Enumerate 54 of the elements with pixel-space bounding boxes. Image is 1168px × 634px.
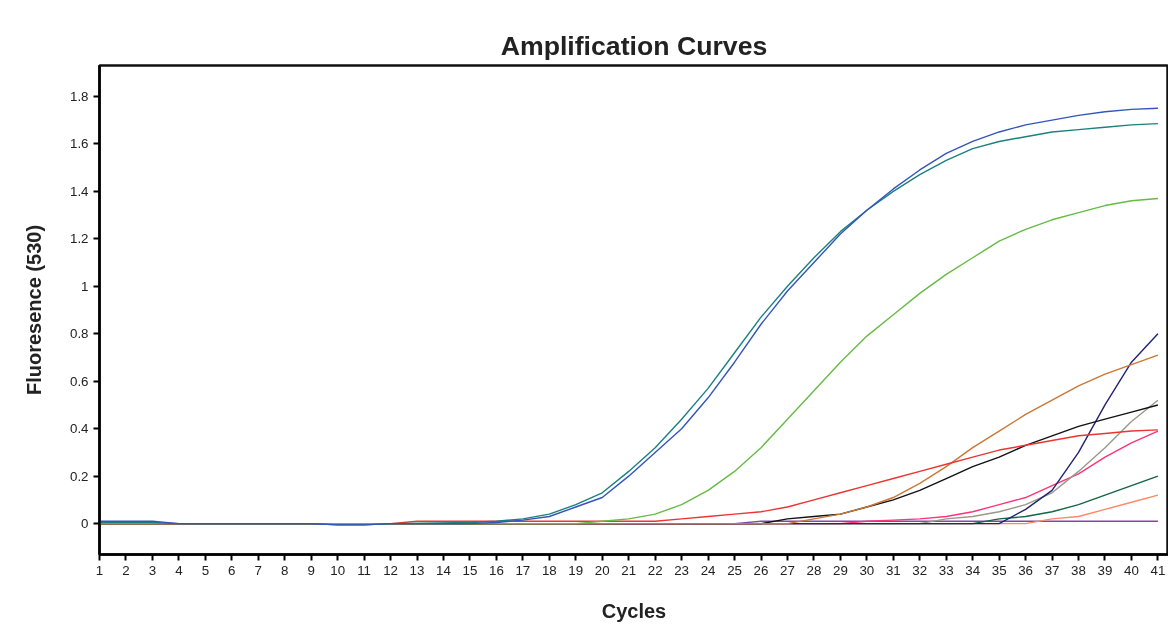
y-tick-label: 0.2 bbox=[69, 468, 89, 484]
x-tick-label: 1 bbox=[95, 562, 104, 578]
x-tick-label: 4 bbox=[175, 562, 184, 578]
y-tick-label: 0.4 bbox=[69, 421, 90, 437]
y-tick-label: 0.8 bbox=[69, 326, 89, 342]
x-tick-label: 10 bbox=[330, 562, 346, 578]
x-tick-label: 16 bbox=[488, 562, 504, 578]
y-tick-label: 1.6 bbox=[69, 136, 89, 152]
x-tick-label: 8 bbox=[281, 562, 289, 578]
x-tick-label: 20 bbox=[594, 562, 610, 578]
x-tick-label: 34 bbox=[965, 562, 981, 578]
chart-title: Amplification Curves bbox=[500, 30, 768, 61]
x-tick-label: 26 bbox=[753, 562, 769, 578]
y-tick-label: 1.2 bbox=[69, 231, 89, 247]
x-tick-label: 33 bbox=[938, 562, 954, 578]
x-tick-label: 29 bbox=[832, 562, 848, 578]
y-tick-label: 1.4 bbox=[69, 183, 90, 199]
x-tick-label: 24 bbox=[700, 562, 717, 578]
x-tick-label: 15 bbox=[462, 562, 478, 578]
x-tick-label: 19 bbox=[568, 562, 584, 578]
x-tick-label: 30 bbox=[859, 562, 875, 578]
x-tick-label: 6 bbox=[228, 562, 236, 578]
y-axis-title: Fluoresence (530) bbox=[22, 224, 45, 396]
x-tick-label: 7 bbox=[254, 562, 262, 578]
x-tick-label: 37 bbox=[1044, 562, 1060, 578]
x-tick-label: 39 bbox=[1097, 562, 1113, 578]
x-axis-title: Cycles bbox=[601, 599, 667, 622]
x-tick-label: 40 bbox=[1124, 562, 1139, 578]
x-tick-label: 41 bbox=[1150, 562, 1166, 578]
x-tick-label: 31 bbox=[885, 562, 901, 578]
x-tick-label: 27 bbox=[780, 562, 795, 578]
x-tick-label: 9 bbox=[307, 562, 315, 578]
x-tick-label: 25 bbox=[727, 562, 742, 578]
y-tick-label: 1.8 bbox=[69, 88, 89, 104]
x-tick-label: 38 bbox=[1071, 562, 1086, 578]
x-tick-label: 21 bbox=[621, 562, 637, 578]
y-tick-label: 0.6 bbox=[69, 373, 89, 389]
x-tick-label: 12 bbox=[383, 562, 398, 578]
x-tick-label: 13 bbox=[409, 562, 425, 578]
y-tick-label: 0 bbox=[81, 516, 89, 532]
x-tick-label: 28 bbox=[806, 562, 822, 578]
x-tick-label: 18 bbox=[541, 562, 557, 578]
x-tick-label: 5 bbox=[201, 562, 210, 578]
x-tick-label: 3 bbox=[148, 562, 157, 578]
x-tick-label: 36 bbox=[1018, 562, 1034, 578]
x-tick-label: 14 bbox=[436, 562, 452, 578]
x-tick-label: 35 bbox=[991, 562, 1007, 578]
x-tick-label: 22 bbox=[647, 562, 663, 578]
x-tick-label: 11 bbox=[357, 562, 372, 578]
x-tick-label: 23 bbox=[674, 562, 690, 578]
y-tick-label: 1 bbox=[81, 278, 89, 294]
x-tick-label: 17 bbox=[515, 562, 531, 578]
x-tick-label: 32 bbox=[912, 562, 928, 578]
x-tick-label: 2 bbox=[122, 562, 130, 578]
